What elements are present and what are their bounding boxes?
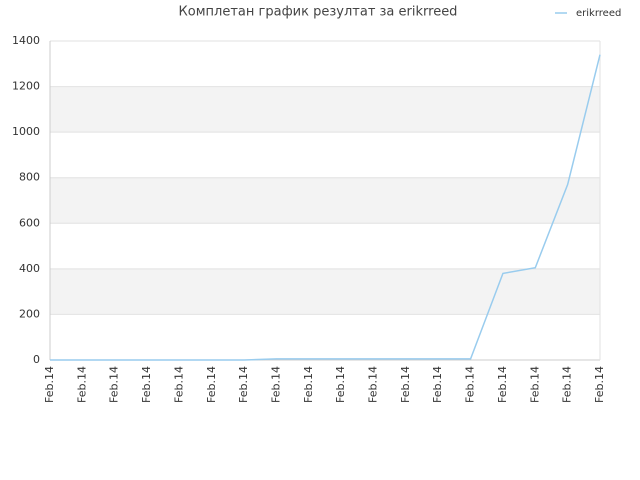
x-tick-label: Feb.14 [302,366,315,403]
x-tick-label: Feb.14 [496,366,509,403]
x-tick-label: Feb.14 [205,366,218,403]
y-tick-label: 200 [19,307,40,320]
y-tick-label: 1400 [12,34,40,47]
x-tick-label: Feb.14 [367,366,380,403]
legend-label: erikrreed [576,8,621,19]
y-tick-label: 1200 [12,80,40,93]
x-tick-label: Feb.14 [464,366,477,403]
y-tick-label: 600 [19,216,40,229]
data-line [50,54,601,361]
x-tick-label: Feb.14 [140,366,153,403]
x-tick-label: Feb.14 [237,366,250,403]
x-tick-label: Feb.14 [172,366,185,403]
x-tick-label: Feb.14 [593,366,606,403]
grid-band [50,268,600,315]
x-tick-label: Feb.14 [431,366,444,403]
x-tick-label: Feb.14 [561,366,574,403]
x-tick-label: Feb.14 [334,366,347,403]
x-tick-label: Feb.14 [43,366,56,403]
y-tick-label: 400 [19,262,40,275]
grid-band [50,86,600,133]
grid-band [50,177,600,224]
y-tick-label: 0 [33,353,40,366]
x-tick-label: Feb.14 [269,366,282,403]
x-tick-label: Feb.14 [75,366,88,403]
y-tick-label: 1000 [12,125,40,138]
x-tick-label: Feb.14 [108,366,121,403]
x-tick-label: Feb.14 [528,366,541,403]
x-tick-label: Feb.14 [399,366,412,403]
chart-title: Комплетан график резултат за erikrreed [179,5,458,20]
y-tick-label: 800 [19,171,40,184]
